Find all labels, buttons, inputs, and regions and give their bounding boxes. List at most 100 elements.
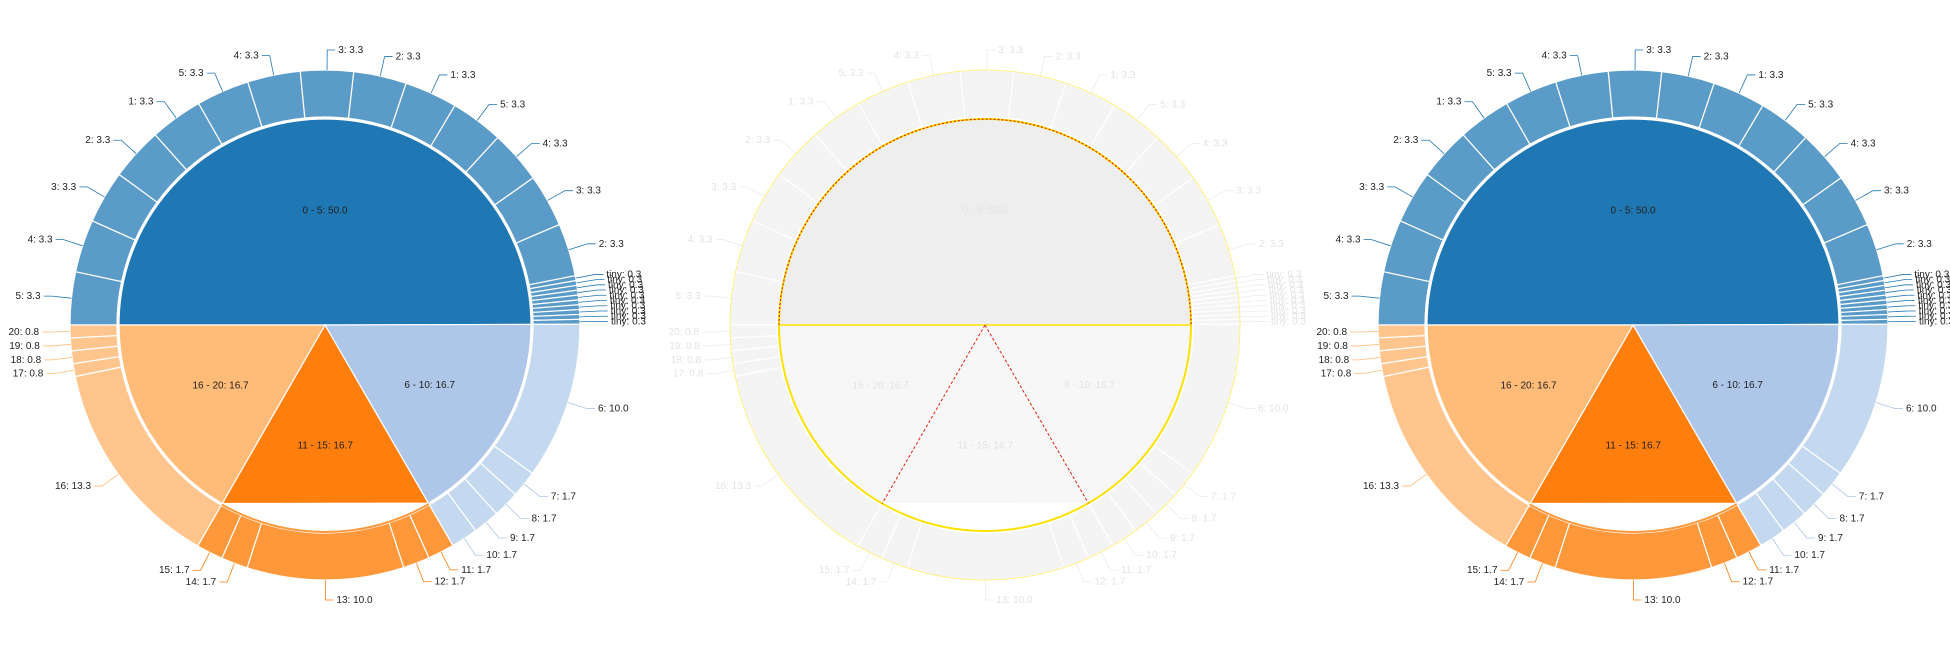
leader-line	[1237, 289, 1266, 293]
outer-ring-slice	[69, 324, 118, 339]
leader-line	[1885, 284, 1914, 289]
outer-slice-label: 3: 3.3	[1646, 45, 1671, 56]
outer-slice-label: 3: 3.3	[711, 182, 736, 193]
outer-slice-label: 5: 3.3	[1487, 68, 1512, 79]
leader-line	[1569, 55, 1583, 76]
outer-slice-label: 15: 1.7	[159, 565, 190, 576]
outer-slice-label: 6: 10.0	[598, 404, 629, 415]
leader-line	[1239, 315, 1268, 318]
leader-line	[715, 239, 743, 247]
outer-slice-label: 2: 3.3	[1907, 239, 1932, 250]
leader-line	[43, 295, 72, 299]
leader-line	[1885, 289, 1914, 293]
outer-slice-label: tiny: 0.3	[1267, 275, 1302, 286]
outer-slice-label: tiny: 0.3	[1270, 301, 1305, 312]
leader-line	[44, 356, 73, 361]
leader-line	[773, 139, 797, 154]
outer-slice-label: 5: 3.3	[675, 291, 700, 302]
outer-slice-label: tiny: 0.3	[611, 311, 646, 322]
leader-line	[1184, 483, 1208, 498]
outer-slice-label: tiny: 0.3	[1914, 269, 1949, 280]
outer-slice-label: 19: 0.8	[9, 341, 40, 352]
outer-slice-label: 8: 1.7	[1192, 513, 1217, 524]
outer-slice-label: 7: 1.7	[551, 492, 576, 503]
leader-line	[1039, 56, 1053, 77]
outer-slice-label: tiny: 0.3	[606, 269, 641, 280]
outer-slice-label: 3: 3.3	[1359, 182, 1384, 193]
outer-slice-label: tiny: 0.3	[1270, 295, 1305, 306]
outer-ring-slice	[1192, 318, 1241, 325]
leader-line	[1887, 305, 1916, 308]
leader-line	[578, 300, 607, 303]
leader-line	[379, 56, 393, 77]
leader-line	[1387, 186, 1413, 198]
leader-line	[94, 474, 119, 487]
leader-line	[1076, 562, 1092, 583]
outer-slice-label: tiny: 0.3	[1268, 280, 1303, 291]
outer-slice-label: tiny: 0.3	[609, 285, 644, 296]
leader-line	[1527, 563, 1543, 583]
leader-line	[1887, 310, 1916, 313]
outer-slice-label: 13: 10.0	[996, 595, 1033, 606]
inner-slice	[118, 118, 532, 326]
leader-line	[1514, 72, 1532, 92]
outer-slice-label: 20: 0.8	[668, 327, 699, 338]
leader-line	[1887, 315, 1916, 318]
outer-slice-label: tiny: 0.3	[609, 290, 644, 301]
outer-slice-label: 18: 0.8	[1319, 355, 1350, 366]
leader-line	[1227, 402, 1255, 409]
outer-slice-label: tiny: 0.3	[1266, 269, 1301, 280]
outer-slice-label: 11: 1.7	[461, 565, 491, 576]
inner-slice	[1631, 323, 1840, 505]
leader-line	[567, 402, 595, 409]
leader-line	[866, 72, 884, 92]
inner-slice-label: 6 - 10: 16.7	[1064, 380, 1115, 391]
outer-slice-label: 1: 3.3	[788, 97, 813, 108]
outer-slice-label: 18: 0.8	[671, 355, 702, 366]
inner-slice	[118, 324, 327, 505]
outer-slice-label: 1: 3.3	[128, 97, 153, 108]
outer-slice-label: tiny: 0.3	[1269, 290, 1304, 301]
outer-slice-label: tiny: 0.3	[1918, 295, 1950, 306]
leader-line	[704, 356, 733, 361]
leader-line	[754, 474, 779, 487]
leader-line	[46, 369, 75, 375]
outer-slice-label: 2: 3.3	[745, 135, 770, 146]
leader-line	[921, 55, 935, 76]
outer-slice-label: 7: 1.7	[1211, 492, 1236, 503]
outer-slice-label: 10: 1.7	[486, 550, 517, 561]
outer-slice-label: 2: 3.3	[85, 135, 110, 146]
sunburst-chart-right: 5: 3.3 4: 3.3 3: 3.3 2: 3.3 1: 3.3 5: 3.3 4: 3…	[1316, 45, 1950, 606]
leader-line	[1207, 190, 1233, 201]
leader-line	[1237, 284, 1266, 289]
leader-line	[579, 310, 608, 313]
outer-slice-label: 13: 10.0	[1644, 595, 1681, 606]
leader-line	[1876, 243, 1904, 251]
leader-line	[1883, 274, 1912, 279]
leader-line	[568, 243, 596, 251]
outer-slice-label: 10: 1.7	[1146, 550, 1177, 561]
leader-line	[1886, 300, 1915, 303]
outer-slice-label: 4: 3.3	[234, 51, 259, 62]
outer-slice-label: 11: 1.7	[1769, 565, 1799, 576]
sunburst-chart-left: 5: 3.3 4: 3.3 3: 3.3 2: 3.3 1: 3.3 5: 3.3 4: 3…	[8, 45, 646, 606]
outer-slice-label: tiny: 0.3	[1917, 290, 1950, 301]
leader-line	[1238, 294, 1267, 298]
leader-line	[79, 186, 105, 198]
outer-slice-label: 8: 1.7	[532, 513, 557, 524]
leader-line	[577, 284, 606, 289]
outer-slice-label: 5: 3.3	[15, 291, 40, 302]
leader-line	[1239, 305, 1268, 308]
leader-line	[1351, 295, 1380, 299]
leader-line	[706, 369, 735, 375]
outer-slice-label: tiny: 0.3	[1919, 306, 1950, 317]
inner-slice-label: 16 - 20: 16.7	[192, 380, 249, 391]
outer-slice-label: 14: 1.7	[1494, 577, 1525, 588]
leader-line	[464, 538, 484, 556]
leader-line	[579, 305, 608, 308]
leader-line	[816, 101, 837, 119]
outer-slice-label: 4: 3.3	[28, 235, 53, 246]
outer-slice-label: 12: 1.7	[1743, 577, 1774, 588]
leader-line	[430, 74, 448, 94]
